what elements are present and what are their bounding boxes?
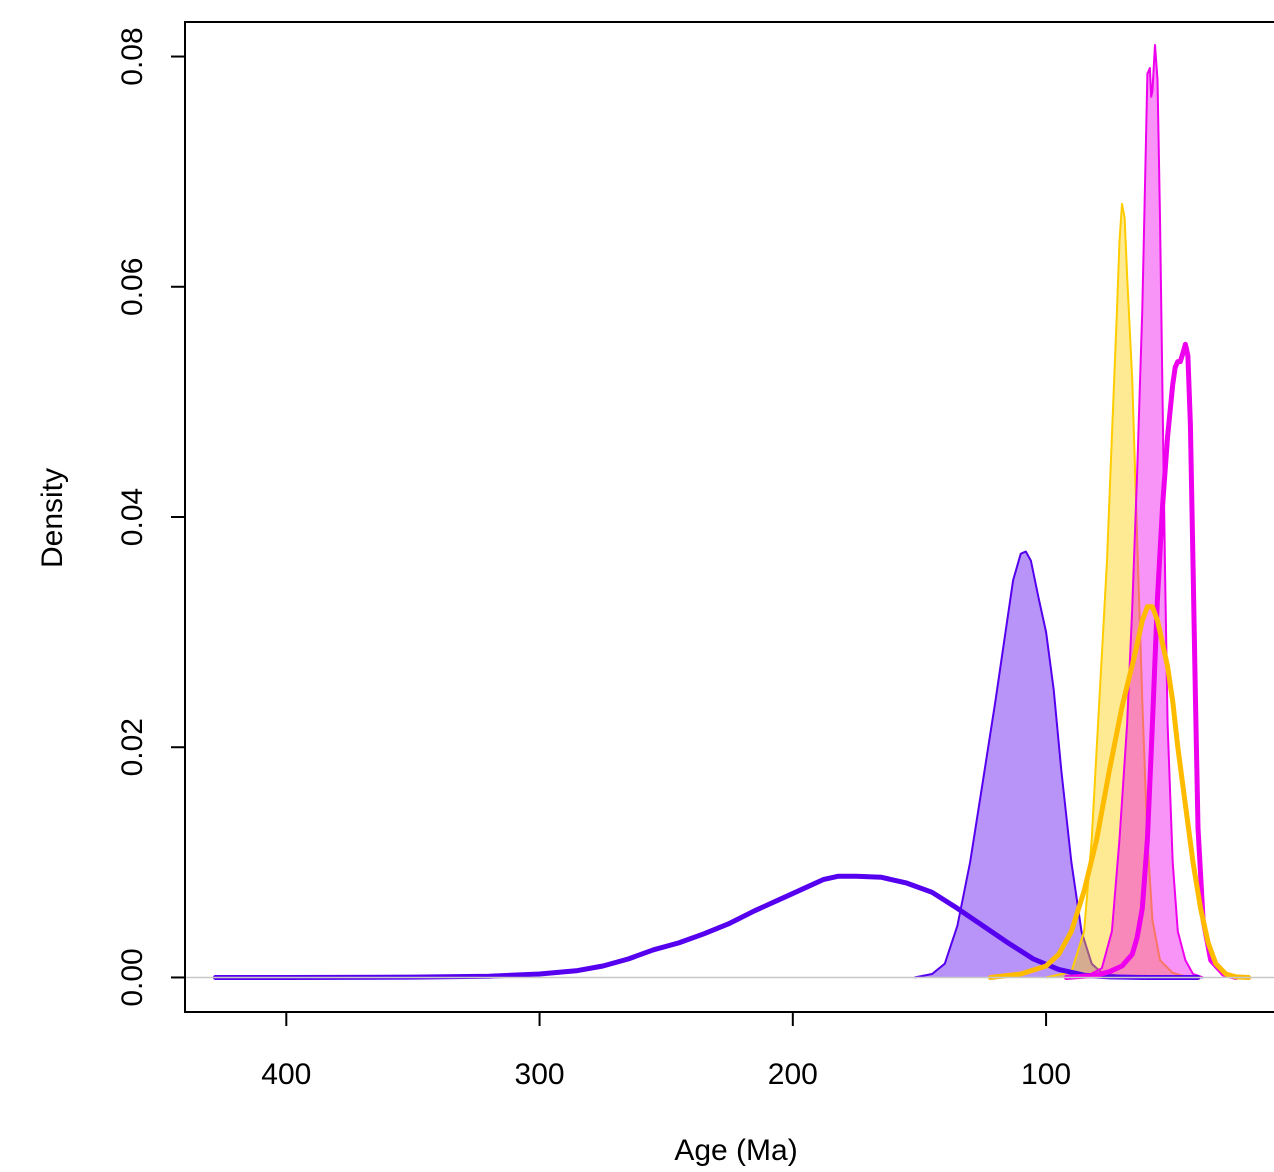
density-line-5	[1063, 341, 1239, 980]
density-line-6	[987, 604, 1252, 980]
density-area-outline-1	[914, 550, 1204, 979]
density-area-outline-3	[1083, 44, 1204, 979]
density-area-outline-2	[1045, 202, 1199, 979]
x-tick-label: 100	[1021, 1058, 1071, 1091]
y-axis: 0.00 0.02 0.04 0.06 0.08	[116, 27, 185, 1007]
density-area-3	[1084, 45, 1204, 978]
x-axis-title: Age (Ma)	[674, 1134, 797, 1167]
x-tick-label: 300	[515, 1058, 565, 1091]
y-tick-label: 0.08	[116, 27, 149, 85]
y-tick-label: 0.00	[116, 948, 149, 1006]
x-tick-label: 200	[768, 1058, 818, 1091]
y-tick-label: 0.02	[116, 718, 149, 776]
y-axis-title: Density	[36, 468, 69, 568]
series-layer	[212, 44, 1252, 980]
density-area-2	[1046, 203, 1198, 978]
y-tick-label: 0.06	[116, 258, 149, 316]
y-tick-label: 0.04	[116, 488, 149, 546]
density-area-1	[914, 551, 1204, 978]
x-tick-label: 400	[261, 1058, 311, 1091]
density-line-4	[212, 873, 1201, 980]
x-axis: 400 300 200 100	[261, 1012, 1071, 1091]
